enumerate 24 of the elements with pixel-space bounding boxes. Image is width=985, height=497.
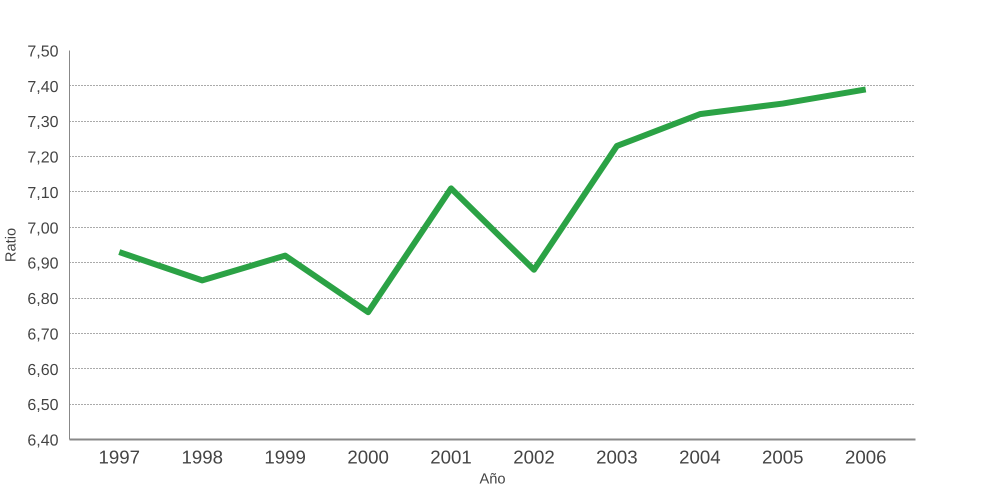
y-tick-label: 6,80 [27, 291, 59, 308]
x-axis-title: Año [479, 472, 506, 488]
y-tick-label: 6,90 [27, 256, 59, 273]
y-tick-label: 7,10 [27, 184, 59, 202]
x-tick-label: 1998 [181, 446, 223, 468]
x-tick-label: 1999 [264, 446, 306, 468]
y-tick-label: 7,40 [27, 78, 59, 96]
x-tick-label: 2000 [347, 446, 389, 468]
y-tick-label: 6,60 [27, 362, 59, 379]
y-axis-title: Ratio [3, 228, 20, 262]
y-tick-label: 7,50 [27, 44, 59, 60]
y-tick-label: 7,30 [27, 114, 59, 132]
x-tick-label: 2004 [679, 446, 721, 468]
x-tick-label: 2005 [762, 446, 804, 468]
y-tick-label: 7,20 [27, 150, 59, 167]
x-tick-label: 2001 [430, 446, 472, 468]
x-tick-label: 2003 [596, 446, 638, 468]
x-tick-label: 1997 [98, 446, 140, 468]
y-tick-label: 6,70 [27, 326, 59, 344]
x-tick-label: 2006 [844, 446, 886, 468]
y-tick-label: 6,40 [27, 432, 59, 450]
y-tick-label: 7,00 [27, 220, 59, 238]
y-tick-label: 6,50 [27, 397, 59, 414]
x-tick-label: 2002 [513, 446, 555, 468]
